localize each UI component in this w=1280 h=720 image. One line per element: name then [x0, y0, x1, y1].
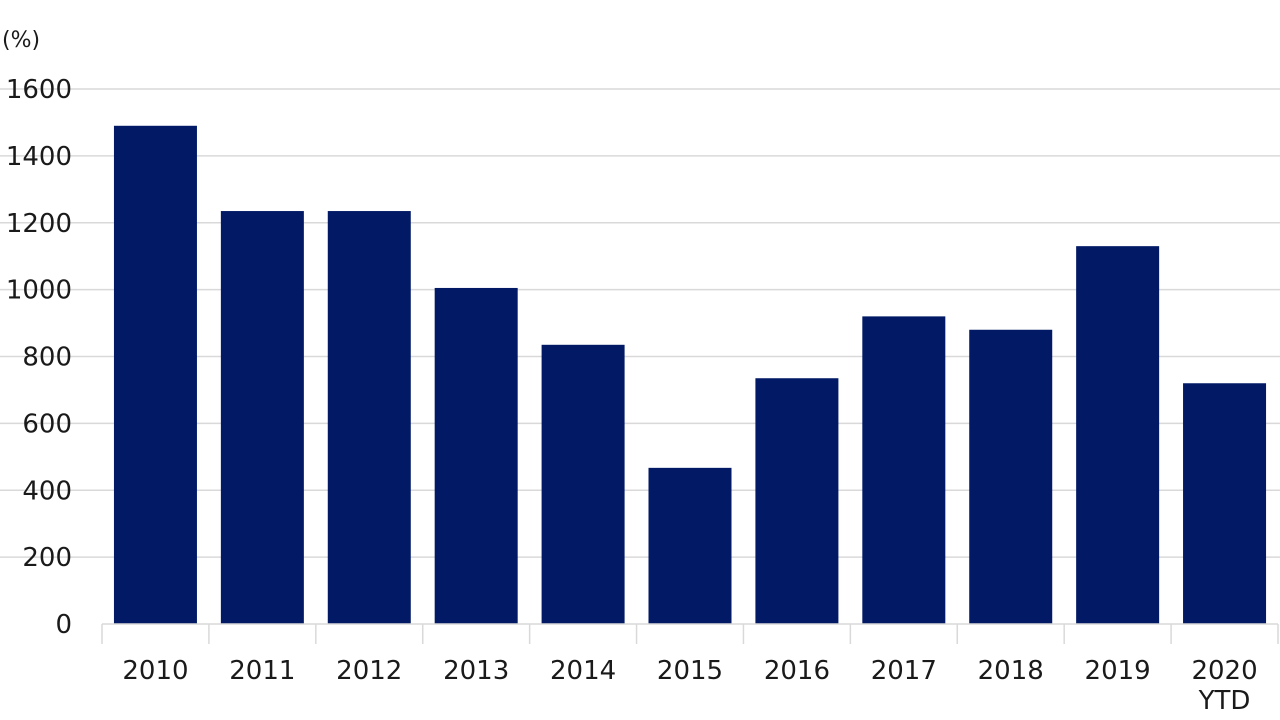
- x-axis-tick-labels: 2010 2011 2012 2013 2014 2015 2016 2017 2018 2019…: [122, 656, 1257, 716]
- y-axis-unit-label: (%): [2, 28, 40, 53]
- y-tick-label: 400: [22, 476, 72, 506]
- y-tick-label: 600: [22, 409, 72, 439]
- x-tick-label: 2019: [1085, 656, 1151, 686]
- bar: [327, 211, 411, 624]
- bar: [220, 211, 304, 624]
- y-tick-label: 0: [55, 610, 72, 640]
- bar: [434, 287, 518, 624]
- gridlines: [0, 88, 1280, 558]
- x-tick-label: 2015: [657, 656, 723, 686]
- bar: [1183, 383, 1267, 624]
- x-tick-label: 2017: [871, 656, 937, 686]
- bar: [969, 329, 1053, 624]
- x-tick-label: 2018: [978, 656, 1044, 686]
- bar: [648, 467, 732, 624]
- bar: [1076, 246, 1160, 624]
- x-tick-label: 2014: [550, 656, 616, 686]
- bar: [113, 125, 197, 624]
- x-tick-label: 2013: [443, 656, 509, 686]
- y-tick-label: 200: [22, 543, 72, 573]
- x-tick-label: 2010: [122, 656, 188, 686]
- x-tick-label: 2012: [336, 656, 402, 686]
- x-axis: [101, 623, 1279, 644]
- y-axis-tick-labels: 0 200 400 600 800 1000 1200 1400 1600: [6, 75, 72, 640]
- x-tick-label: 2011: [229, 656, 295, 686]
- bar: [541, 344, 625, 624]
- y-tick-label: 1000: [6, 276, 72, 306]
- y-tick-label: 1200: [6, 209, 72, 239]
- x-tick-label: YTD: [1198, 686, 1251, 716]
- bars: [113, 125, 1267, 624]
- y-tick-label: 1400: [6, 142, 72, 172]
- x-tick-label: 2016: [764, 656, 830, 686]
- x-tick-label: 2020: [1191, 656, 1257, 686]
- bar: [755, 378, 839, 624]
- bar: [862, 316, 946, 624]
- y-tick-label: 1600: [6, 75, 72, 105]
- y-tick-label: 800: [22, 343, 72, 373]
